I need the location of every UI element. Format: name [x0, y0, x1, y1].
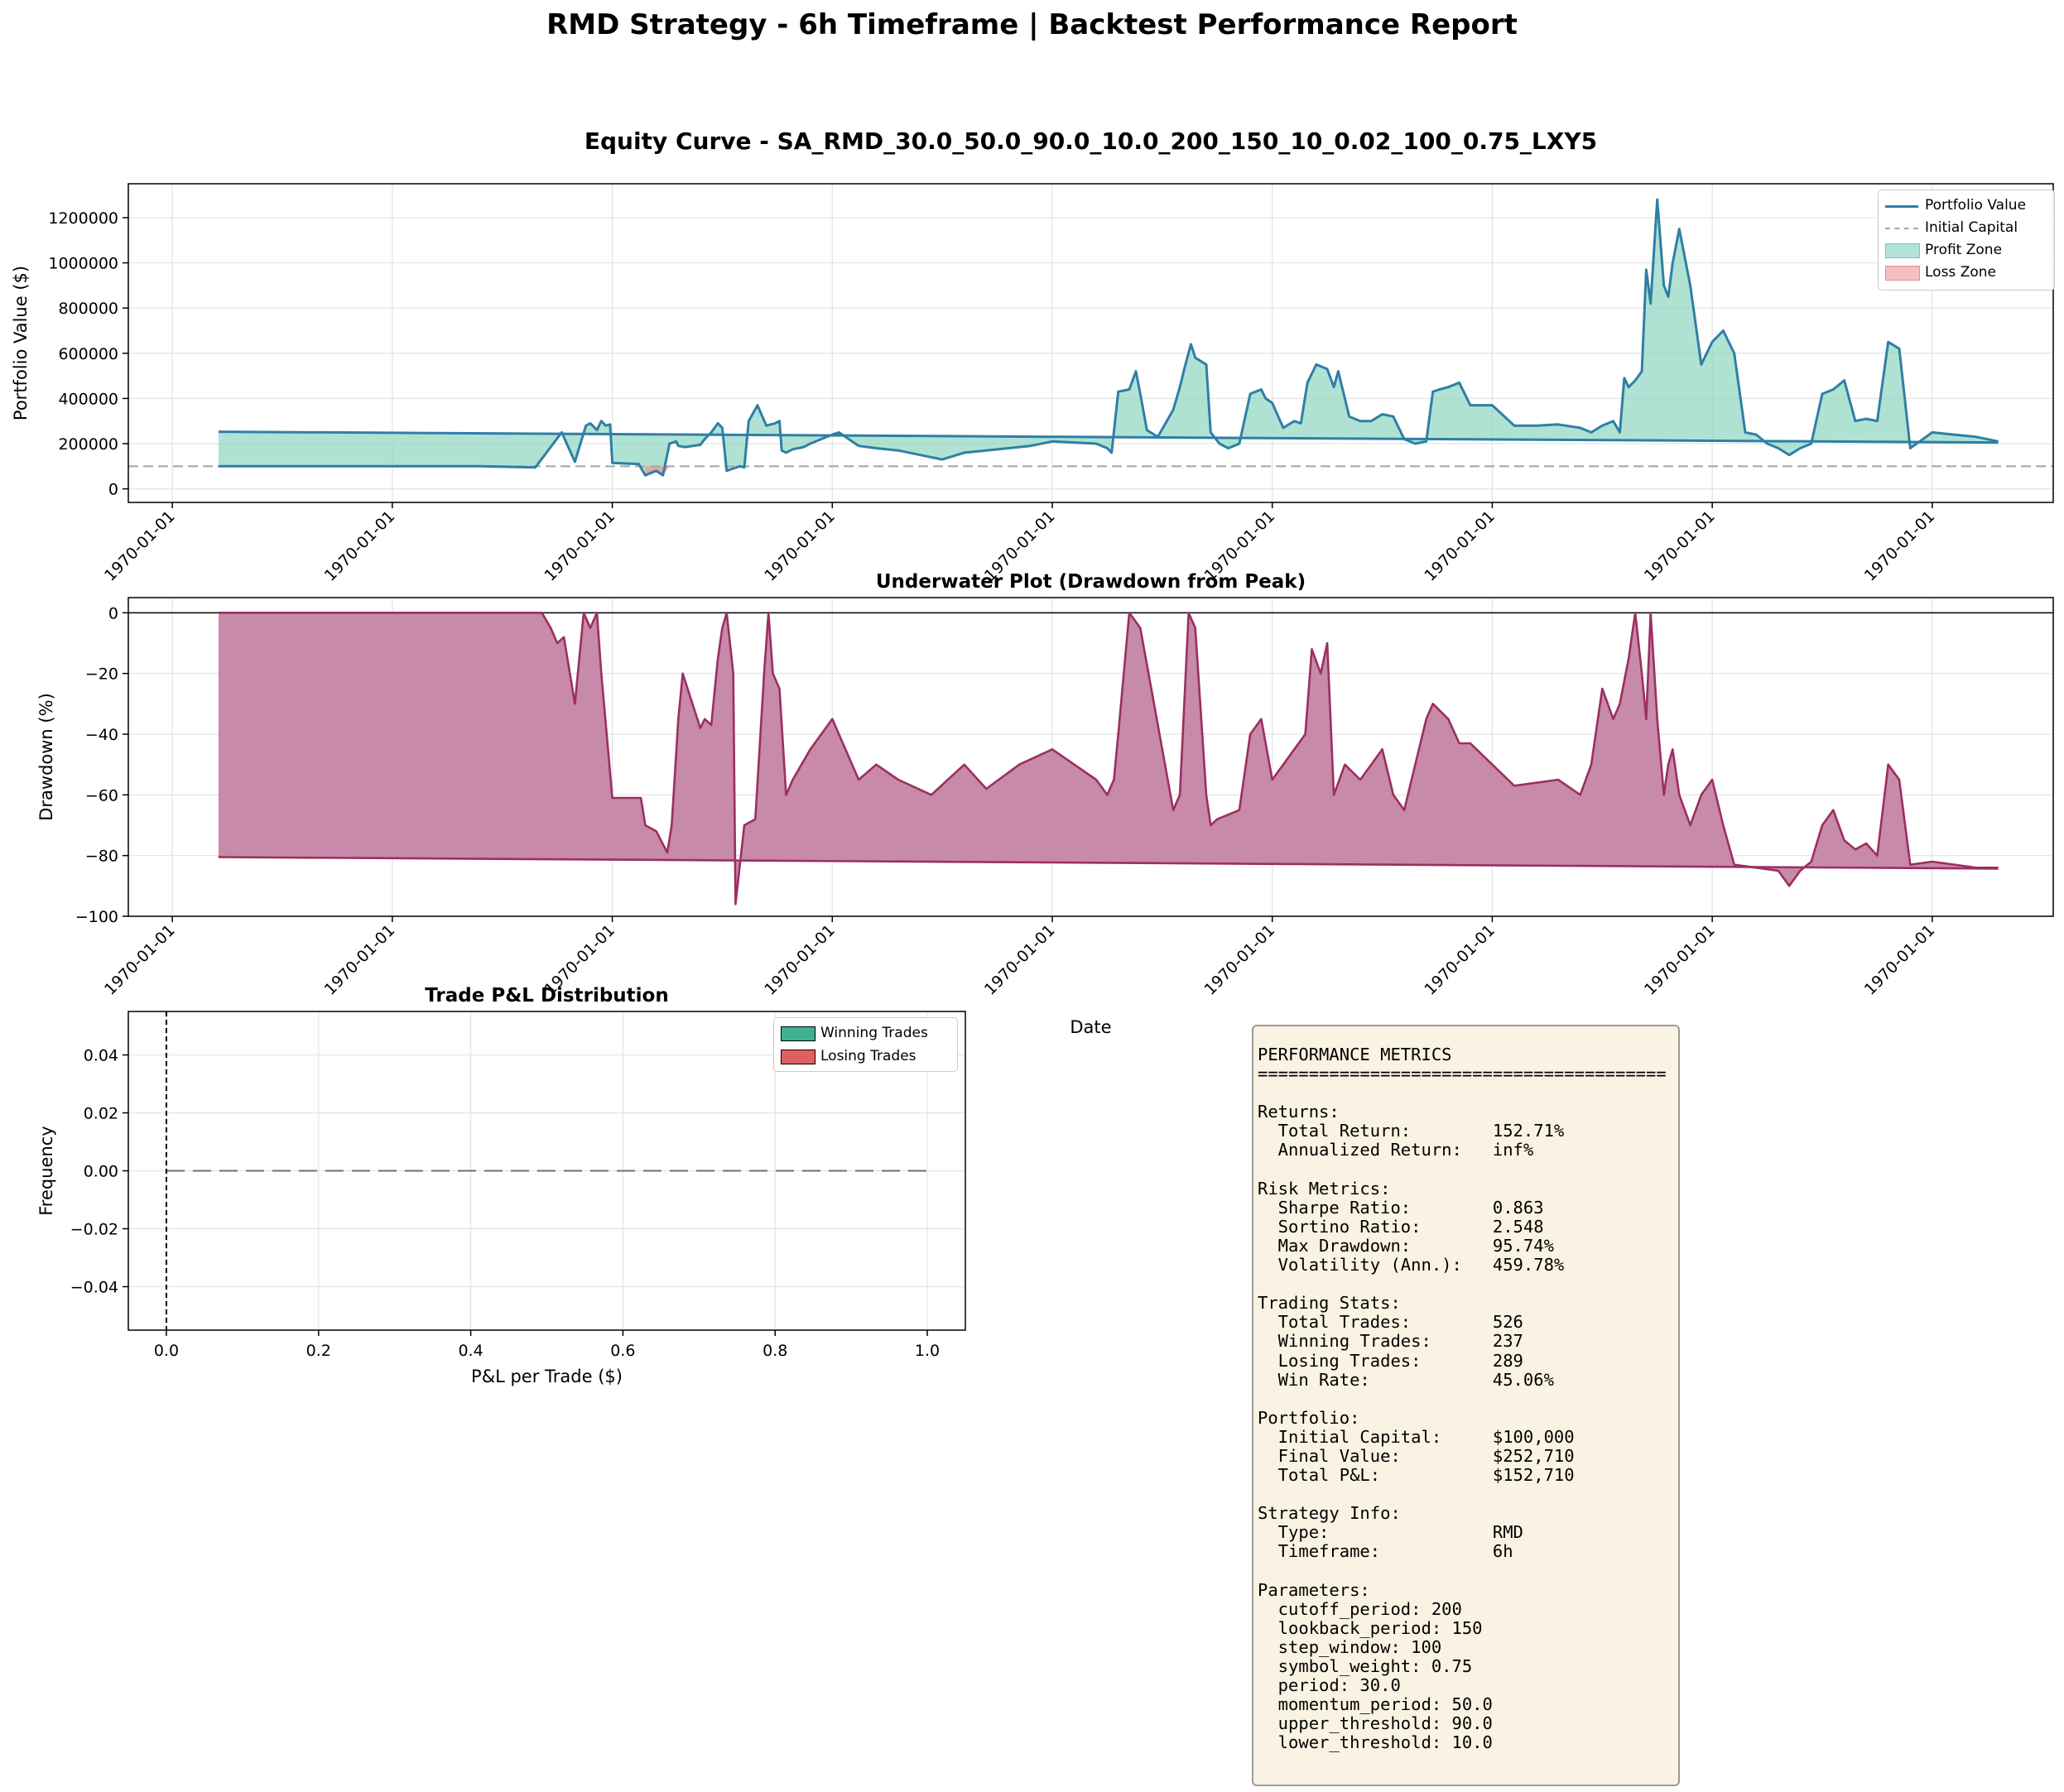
legend-label-portfolio-value: Portfolio Value — [1925, 197, 2027, 214]
pnl-y-tick-label: −0.02 — [70, 1221, 118, 1239]
legend-label-losing-trades: Losing Trades — [820, 1048, 917, 1064]
pnl-x-tick-label: 0.2 — [306, 1342, 331, 1360]
legend-swatch-initial-capital — [1885, 228, 1918, 229]
drawdown-x-tick-label: 1970-01-01 — [1201, 921, 1279, 999]
drawdown-x-tick-label: 1970-01-01 — [101, 921, 179, 999]
legend-swatch-winning-trades — [781, 1026, 815, 1041]
drawdown-y-tick-label: 0 — [108, 604, 118, 622]
pnl-y-tick-label: −0.04 — [70, 1279, 118, 1297]
axes-3: 0.0 0.2 0.4 0.6 0.8 1.0 0.04 0.02 0.00 −0.02 −0.04… — [36, 985, 966, 1386]
legend-item-losing-trades: Losing Trades — [774, 1045, 957, 1068]
equity-y-tick-label: 200000 — [58, 435, 118, 454]
drawdown-title: Underwater Plot (Drawdown from Peak) — [876, 571, 1306, 593]
equity-x-tick-label: 1970-01-01 — [761, 507, 839, 585]
equity-x-tick-label: 1970-01-01 — [101, 507, 179, 585]
pnl-ylabel: Frequency — [36, 1126, 56, 1216]
pnl-legend: Winning Trades Losing Trades — [773, 1017, 958, 1072]
axes-1: 1970-01-01 1970-01-01 1970-01-01 1970-01-01… — [11, 127, 2054, 585]
legend-item-profit-zone: Profit Zone — [1879, 239, 2054, 262]
drawdown-frame — [127, 597, 2054, 917]
drawdown-x-tick-label: 1970-01-01 — [1421, 921, 1499, 999]
equity-ylabel: Portfolio Value ($) — [11, 266, 31, 420]
equity-y-tick-label: 0 — [108, 481, 118, 499]
drawdown-ylabel: Drawdown (%) — [36, 693, 56, 821]
legend-item-loss-zone: Loss Zone — [1879, 262, 2054, 284]
drawdown-y-tick-label: −40 — [85, 726, 118, 744]
legend-item-portfolio-value: Portfolio Value — [1879, 195, 2054, 217]
legend-label-profit-zone: Profit Zone — [1925, 242, 2003, 258]
pnl-title: Trade P&L Distribution — [425, 985, 668, 1006]
equity-x-tick-label: 1970-01-01 — [1861, 507, 1939, 585]
drawdown-xlabel: Date — [1070, 1017, 1111, 1037]
drawdown-y-tick-label: −80 — [85, 848, 118, 866]
drawdown-x-tick-label: 1970-01-01 — [321, 921, 399, 999]
drawdown-x-tick-label: 1970-01-01 — [1641, 921, 1719, 999]
portfolio-value-return-line — [218, 430, 1999, 444]
figure-title: RMD Strategy - 6h Timeframe | Backtest P… — [546, 8, 1518, 41]
legend-label-loss-zone: Loss Zone — [1925, 264, 1996, 281]
pnl-xlabel: P&L per Trade ($) — [471, 1367, 623, 1386]
portfolio-value-line — [218, 198, 1999, 477]
performance-metrics-box — [1252, 1025, 1680, 1786]
equity-x-tick-label: 1970-01-01 — [1421, 507, 1499, 585]
pnl-x-tick-label: 0.4 — [458, 1342, 483, 1360]
equity-x-tick-label: 1970-01-01 — [541, 507, 618, 585]
pnl-x-tick-label: 0.6 — [610, 1342, 635, 1360]
pnl-x-tick-label: 0.0 — [154, 1342, 179, 1360]
equity-y-tick-label: 1200000 — [48, 209, 118, 228]
drawdown-fill — [218, 613, 1999, 905]
legend-item-winning-trades: Winning Trades — [774, 1022, 957, 1045]
drawdown-x-tick-label: 1970-01-01 — [761, 921, 839, 999]
equity-y-tick-label: 800000 — [58, 300, 118, 318]
legend-swatch-profit-zone — [1885, 243, 1920, 258]
pnl-y-tick-label: 0.00 — [84, 1163, 118, 1181]
pnl-frame — [127, 1011, 966, 1331]
equity-x-tick-label: 1970-01-01 — [321, 507, 399, 585]
legend-item-initial-capital: Initial Capital — [1879, 217, 2054, 239]
equity-y-tick-label: 1000000 — [48, 255, 118, 273]
equity-legend: Portfolio Value Initial Capital Profit Z… — [1878, 190, 2055, 291]
equity-y-tick-label: 600000 — [58, 345, 118, 363]
equity-frame — [127, 183, 2054, 503]
equity-x-tick-label: 1970-01-01 — [1641, 507, 1719, 585]
profit-zone-fill — [218, 199, 1999, 476]
drawdown-line — [218, 611, 1999, 906]
drawdown-y-tick-label: −100 — [75, 908, 118, 926]
legend-swatch-losing-trades — [781, 1050, 815, 1064]
legend-label-winning-trades: Winning Trades — [820, 1025, 928, 1041]
equity-y-tick-label: 400000 — [58, 390, 118, 408]
axes-2: 1970-01-01 1970-01-01 1970-01-01 1970-01-01… — [36, 571, 2054, 1037]
drawdown-y-tick-label: −20 — [85, 665, 118, 684]
pnl-y-tick-label: 0.04 — [84, 1047, 118, 1065]
legend-label-initial-capital: Initial Capital — [1925, 219, 2018, 236]
legend-swatch-loss-zone — [1885, 266, 1920, 281]
drawdown-x-tick-label: 1970-01-01 — [981, 921, 1059, 999]
drawdown-y-tick-label: −60 — [85, 786, 118, 805]
performance-metrics-text: PERFORMANCE METRICS ====================… — [1258, 1045, 1667, 1753]
pnl-x-tick-label: 1.0 — [915, 1342, 940, 1360]
pnl-y-tick-label: 0.02 — [84, 1105, 118, 1123]
drawdown-return-line — [218, 856, 1999, 870]
drawdown-x-tick-label: 1970-01-01 — [1861, 921, 1939, 999]
legend-swatch-portfolio-value — [1885, 205, 1918, 208]
pnl-x-tick-label: 0.8 — [763, 1342, 787, 1360]
equity-title: Equity Curve - SA_RMD_30.0_50.0_90.0_10.… — [585, 127, 1597, 155]
